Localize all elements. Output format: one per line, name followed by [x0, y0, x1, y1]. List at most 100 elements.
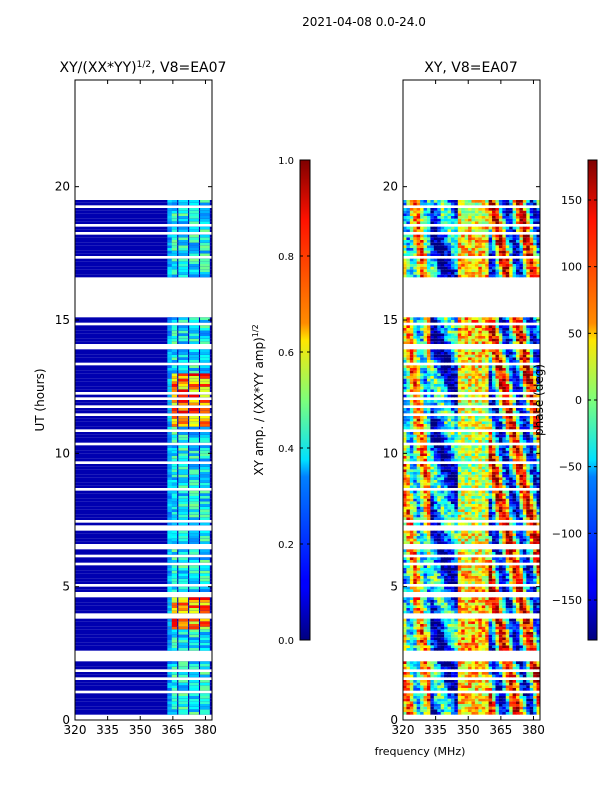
right-heatmap-cell [454, 666, 459, 670]
right-heatmap-cell [437, 408, 442, 411]
right-heatmap-cell [509, 552, 514, 555]
right-heatmap-cell [416, 501, 421, 504]
right-heatmap-cell [413, 453, 418, 456]
right-heatmap-cell [498, 381, 503, 384]
right-heatmap-cell [498, 501, 503, 504]
right-heatmap-cell [413, 661, 418, 664]
left-heatmap-cell [189, 216, 199, 219]
right-heatmap-cell [403, 568, 407, 571]
left-heatmap-cell [167, 704, 172, 707]
right-heatmap-cell [512, 384, 517, 387]
right-heatmap-cell [403, 685, 407, 688]
right-heatmap-cell [461, 386, 466, 390]
left-heatmap-cell [178, 490, 189, 494]
right-heatmap-cell [444, 469, 449, 472]
right-heatmap-cell [502, 672, 507, 675]
right-heatmap-cell [447, 474, 452, 478]
right-heatmap-cell [522, 432, 527, 435]
left-heatmap-cell [189, 514, 199, 518]
right-heatmap-cell [488, 624, 493, 627]
right-heatmap-cell [478, 530, 483, 534]
right-heatmap-cell [516, 530, 520, 534]
left-heatmap-row [75, 368, 212, 371]
right-heatmap-cell [444, 426, 449, 430]
right-heatmap-cell [512, 637, 517, 640]
right-heatmap-cell [468, 586, 472, 590]
right-heatmap-cell [519, 568, 524, 571]
right-heatmap-cell [413, 376, 418, 379]
right-heatmap-cell [522, 506, 527, 510]
right-heatmap-cell [509, 629, 514, 632]
right-heatmap-cell [522, 466, 527, 470]
right-heatmap-cell [474, 386, 479, 390]
right-heatmap-cell [498, 549, 503, 552]
left-heatmap-cell [178, 394, 189, 398]
right-heatmap-cell [485, 706, 490, 710]
right-heatmap-cell [516, 509, 520, 512]
right-heatmap-cell [447, 464, 452, 467]
right-heatmap-cell [426, 440, 431, 443]
left-x-tick-label: 335 [96, 723, 119, 737]
right-heatmap-cell [478, 496, 483, 499]
right-heatmap-cell [471, 568, 476, 571]
right-heatmap-cell [512, 634, 517, 638]
right-heatmap-cell [461, 490, 466, 494]
right-heatmap-cell [426, 480, 431, 483]
left-heatmap-cell [178, 581, 189, 584]
right-heatmap-cell [492, 437, 496, 440]
right-heatmap-cell [444, 381, 449, 384]
right-heatmap-cell [529, 469, 534, 472]
right-heatmap-cell [492, 560, 496, 563]
right-heatmap-cell [471, 549, 476, 552]
right-heatmap-cell [426, 634, 431, 638]
right-heatmap-cell [437, 440, 442, 443]
right-heatmap-cell [533, 469, 538, 472]
right-heatmap-cell [416, 437, 421, 440]
right-heatmap-cell [468, 573, 472, 576]
left-heatmap-cell [167, 552, 178, 555]
left-heatmap-cell [189, 661, 199, 664]
right-heatmap-cell [471, 600, 476, 603]
right-heatmap-cell [437, 509, 442, 512]
right-heatmap-cell [505, 426, 510, 430]
right-heatmap-cell [512, 389, 517, 392]
right-heatmap-cell [437, 493, 442, 496]
right-heatmap-cell [409, 453, 414, 456]
right-heatmap-cell [437, 434, 442, 438]
right-heatmap-cell [533, 437, 538, 440]
right-heatmap-cell [485, 474, 490, 478]
right-heatmap-cell [450, 581, 455, 584]
right-heatmap-cell [512, 472, 517, 475]
right-heatmap-cell [416, 373, 421, 376]
right-heatmap-cell [437, 490, 442, 494]
right-heatmap-cell [474, 549, 479, 552]
right-heatmap-cell [481, 504, 486, 507]
right-heatmap-cell [505, 456, 510, 459]
right-heatmap-cell [444, 490, 449, 494]
right-heatmap-cell [450, 400, 455, 403]
right-heatmap-cell [485, 418, 490, 422]
right-heatmap-cell [498, 578, 503, 582]
right-heatmap-cell [447, 416, 452, 419]
right-heatmap-cell [406, 424, 411, 427]
right-heatmap-cell [495, 453, 500, 456]
right-heatmap-cell [488, 421, 493, 424]
left-heatmap-cell [178, 504, 189, 507]
right-heatmap-cell [450, 605, 455, 608]
right-heatmap-cell [519, 581, 524, 584]
right-heatmap-cell [464, 637, 469, 640]
right-heatmap-cell [478, 522, 483, 526]
right-heatmap-cell [529, 533, 534, 536]
left-heatmap-cell [167, 341, 172, 344]
right-heatmap-cell [437, 664, 442, 667]
left-heatmap-row [75, 666, 212, 670]
right-heatmap-cell [522, 682, 527, 686]
right-heatmap-cell [413, 381, 418, 384]
left-heatmap-cell [200, 386, 210, 390]
right-heatmap-cell [481, 453, 486, 456]
right-heatmap-cell [413, 445, 418, 448]
right-heatmap-cell [406, 389, 411, 392]
right-heatmap-cell [430, 570, 435, 574]
left-heatmap-cell [178, 586, 189, 590]
right-heatmap-cell [444, 624, 449, 627]
